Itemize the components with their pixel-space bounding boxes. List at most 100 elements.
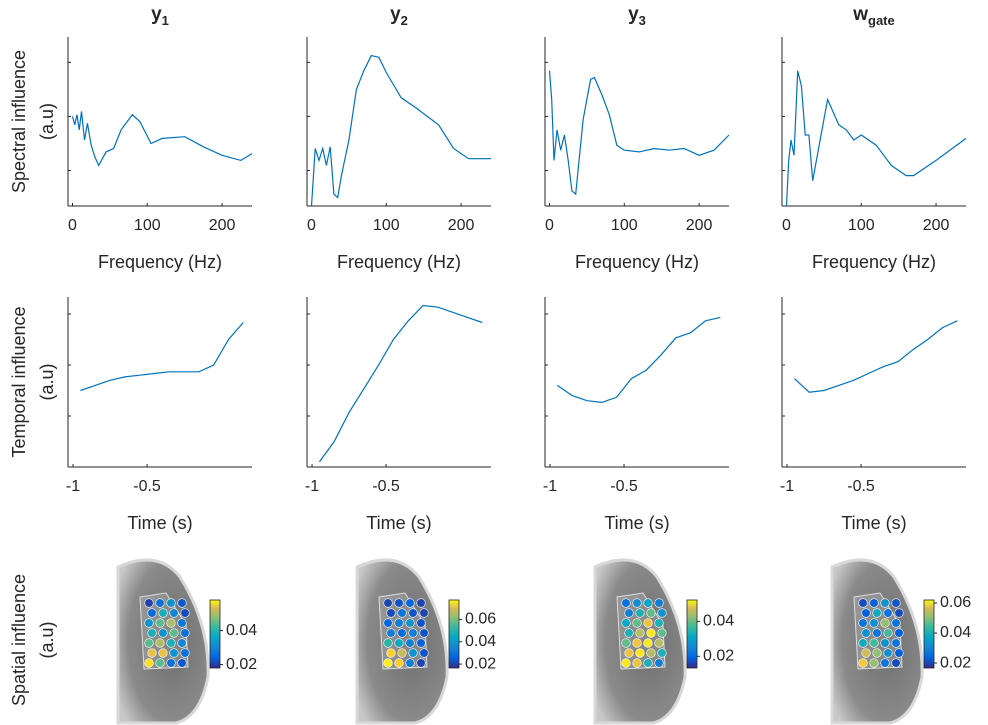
electrode: [891, 598, 901, 608]
electrode: [166, 638, 176, 648]
electrode: [624, 628, 634, 638]
electrode: [386, 648, 396, 658]
electrode: [657, 648, 667, 658]
x-tick-label: 200: [448, 217, 475, 234]
electrode: [891, 618, 901, 628]
electrode: [858, 618, 868, 628]
line-series: [71, 111, 253, 167]
electrode: [405, 618, 415, 628]
electrode: [872, 628, 882, 638]
electrode: [621, 598, 631, 608]
electrode: [632, 598, 642, 608]
electrode: [632, 618, 642, 628]
line-series: [557, 316, 721, 404]
electrode: [880, 598, 890, 608]
x-tick-label: 200: [209, 217, 236, 234]
electrode: [394, 598, 404, 608]
electrode: [408, 628, 418, 638]
x-tick-label: -0.5: [610, 478, 638, 495]
electrode: [383, 618, 393, 628]
line-series: [80, 322, 244, 392]
x-tick-label: -1: [66, 478, 80, 495]
electrode: [858, 598, 868, 608]
electrode: [416, 618, 426, 628]
electrode: [419, 608, 429, 618]
electrode: [657, 608, 667, 618]
electrode: [880, 638, 890, 648]
electrode: [169, 628, 179, 638]
electrode: [624, 608, 634, 618]
electrode: [169, 648, 179, 658]
electrode: [408, 648, 418, 658]
electrode: [144, 598, 154, 608]
electrode: [180, 648, 190, 658]
electrode: [621, 638, 631, 648]
electrode: [621, 618, 631, 628]
electrode: [408, 608, 418, 618]
x-tick-label: -0.5: [847, 478, 875, 495]
electrode: [419, 628, 429, 638]
electrode: [394, 638, 404, 648]
x-tick-label: 0: [782, 217, 791, 234]
colorbar-tick-label: 0.02: [940, 654, 971, 671]
title-base: y: [151, 4, 162, 25]
electrode: [646, 608, 656, 618]
x-axis-label: Frequency (Hz): [812, 252, 936, 272]
electrode: [405, 598, 415, 608]
electrode: [643, 638, 653, 648]
title-subscript: 2: [401, 13, 408, 28]
y-axis-label: (a.u): [37, 103, 57, 140]
electrode: [872, 648, 882, 658]
x-axis-label: Time (s): [366, 513, 431, 533]
line-series: [548, 70, 730, 196]
electrode: [643, 618, 653, 628]
title-subscript: 1: [162, 13, 169, 28]
electrode: [397, 628, 407, 638]
electrode: [166, 618, 176, 628]
electrode: [643, 598, 653, 608]
electrode: [416, 638, 426, 648]
electrode: [416, 598, 426, 608]
electrode: [632, 638, 642, 648]
title-base: y: [628, 4, 639, 25]
colorbar-tick-label: 0.02: [226, 656, 257, 673]
colorbar-tick-label: 0.06: [940, 594, 971, 611]
electrode: [657, 628, 667, 638]
electrode: [880, 658, 890, 668]
electrode: [158, 648, 168, 658]
electrode: [861, 628, 871, 638]
electrode: [654, 598, 664, 608]
electrode: [646, 648, 656, 658]
electrode: [621, 658, 631, 668]
y-axis-label: Temporal influence: [9, 306, 29, 457]
colorbar: [686, 599, 698, 669]
electrode: [158, 608, 168, 618]
electrode: [419, 648, 429, 658]
electrode: [386, 628, 396, 638]
electrode: [144, 618, 154, 628]
electrode: [624, 648, 634, 658]
x-axis-label: Time (s): [841, 513, 906, 533]
electrode: [858, 658, 868, 668]
electrode: [858, 638, 868, 648]
electrode: [394, 658, 404, 668]
electrode: [635, 608, 645, 618]
electrode: [891, 658, 901, 668]
y-axis-label: (a.u): [37, 363, 57, 400]
x-axis-label: Time (s): [127, 513, 192, 533]
electrode: [894, 608, 904, 618]
electrode: [654, 658, 664, 668]
x-tick-label: -0.5: [372, 478, 400, 495]
line-series: [310, 54, 491, 207]
title-base: y: [390, 4, 401, 25]
electrode: [869, 618, 879, 628]
colorbar-tick-label: 0.04: [703, 613, 734, 630]
electrode: [894, 628, 904, 638]
electrode: [654, 618, 664, 628]
electrode: [869, 638, 879, 648]
electrode: [158, 628, 168, 638]
electrode: [383, 598, 393, 608]
x-tick-label: -1: [305, 478, 319, 495]
electrode: [155, 658, 165, 668]
electrode: [405, 658, 415, 668]
